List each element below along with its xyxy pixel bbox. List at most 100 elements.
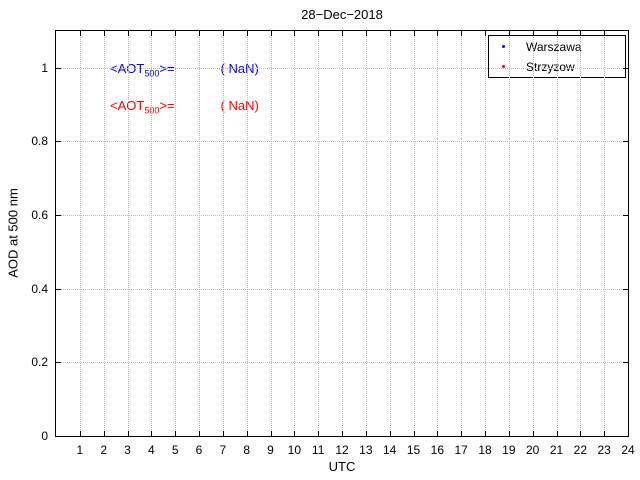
legend-item-warszawa: Warszawa xyxy=(489,37,625,57)
tick-mark xyxy=(604,31,606,36)
x-tick-label: 16 xyxy=(430,443,445,457)
tick-mark xyxy=(556,431,558,436)
x-tick-label: 19 xyxy=(502,443,516,457)
tick-mark xyxy=(175,31,177,36)
x-tick-label: 12 xyxy=(335,443,349,457)
tick-mark xyxy=(222,431,224,436)
x-tick-label: 3 xyxy=(124,443,131,457)
tick-mark xyxy=(103,31,105,36)
tick-mark xyxy=(175,431,177,436)
tick-mark xyxy=(413,431,415,436)
x-tick-label: 14 xyxy=(382,443,397,457)
tick-mark xyxy=(365,31,367,36)
gridline xyxy=(413,31,415,436)
tick-mark xyxy=(342,431,343,436)
tick-mark xyxy=(628,431,629,436)
aot-value: ( NaN) xyxy=(220,98,259,113)
gridline xyxy=(56,362,628,364)
tick-mark xyxy=(246,431,248,436)
tick-mark xyxy=(365,431,367,436)
tick-mark xyxy=(56,436,61,437)
tick-mark xyxy=(556,31,558,36)
tick-mark xyxy=(56,215,61,217)
x-tick-label: 23 xyxy=(597,443,611,457)
tick-mark xyxy=(604,431,606,436)
tick-mark xyxy=(103,431,105,436)
gridline xyxy=(532,31,534,436)
y-tick-label: 0.8 xyxy=(31,134,48,149)
gridline xyxy=(485,31,486,436)
tick-mark xyxy=(127,31,129,36)
gridline xyxy=(151,31,153,436)
x-tick-label: 7 xyxy=(219,443,227,457)
gridline xyxy=(580,31,582,436)
mean-aot-annotation-strzyzow: <AOT500>= ( NaN) xyxy=(110,98,259,116)
legend-item-strzyzow: Strzyzow xyxy=(489,57,625,77)
tick-mark xyxy=(628,31,629,36)
x-tick-label: 8 xyxy=(243,443,250,457)
tick-mark xyxy=(79,31,81,36)
chart-title: 28−Dec−2018 xyxy=(301,7,383,22)
tick-mark xyxy=(222,31,224,36)
x-tick-label: 17 xyxy=(454,443,468,457)
x-tick-label: 13 xyxy=(359,443,373,457)
tick-mark xyxy=(580,431,582,436)
x-tick-label: 5 xyxy=(171,443,179,457)
gridline xyxy=(127,31,129,436)
y-axis-label: AOD at 500 nm xyxy=(5,188,21,278)
tick-mark xyxy=(318,31,320,36)
x-tick-label: 6 xyxy=(195,443,203,457)
tick-mark xyxy=(199,31,200,36)
tick-mark xyxy=(437,31,439,36)
tick-mark xyxy=(413,31,415,36)
tick-mark xyxy=(623,362,628,364)
gridline xyxy=(556,31,558,436)
gridline xyxy=(294,31,296,436)
gridline xyxy=(175,31,177,436)
tick-mark xyxy=(294,31,296,36)
y-tick-label: 0.6 xyxy=(31,208,48,223)
tick-mark xyxy=(151,431,153,436)
x-tick-label: 21 xyxy=(549,443,564,457)
tick-mark xyxy=(623,288,628,290)
tick-mark xyxy=(623,67,628,69)
tick-mark xyxy=(79,431,81,436)
gridline xyxy=(365,31,367,436)
legend-label: Warszawa xyxy=(526,39,582,54)
gridline xyxy=(389,31,391,436)
mean-aot-annotation-warszawa: <AOT500>=( NaN) xyxy=(110,61,259,79)
tick-mark xyxy=(437,431,439,436)
y-tick-label: 0.2 xyxy=(31,355,48,370)
tick-mark xyxy=(294,431,296,436)
gridline xyxy=(222,31,224,436)
tick-mark xyxy=(56,141,61,143)
tick-mark xyxy=(485,31,486,36)
tick-mark xyxy=(56,362,61,364)
tick-mark xyxy=(580,31,582,36)
tick-mark xyxy=(246,31,248,36)
tick-mark xyxy=(342,31,343,36)
gridline xyxy=(318,31,320,436)
tick-mark xyxy=(199,431,200,436)
legend-label: Strzyzow xyxy=(526,59,575,74)
tick-mark xyxy=(532,31,534,36)
tick-mark xyxy=(56,288,61,290)
plot-area: <AOT500>=( NaN) <AOT500>=( NaN) Warszawa… xyxy=(55,30,629,437)
tick-mark xyxy=(532,431,534,436)
tick-mark xyxy=(127,431,129,436)
gridline xyxy=(56,288,628,290)
point-marker-icon xyxy=(502,45,505,48)
aot-label: <AOT500>= xyxy=(110,98,175,116)
y-tick-label: 0 xyxy=(41,429,48,443)
tick-mark xyxy=(318,431,320,436)
x-tick-label: 1 xyxy=(76,443,84,457)
gridline xyxy=(437,31,439,436)
x-tick-label: 10 xyxy=(287,443,302,457)
gridline xyxy=(56,67,628,69)
point-marker-icon xyxy=(502,65,505,68)
gridline xyxy=(604,31,606,436)
tick-mark xyxy=(623,215,628,217)
tick-mark xyxy=(485,431,486,436)
gridline xyxy=(270,31,272,436)
gridline xyxy=(56,141,628,143)
